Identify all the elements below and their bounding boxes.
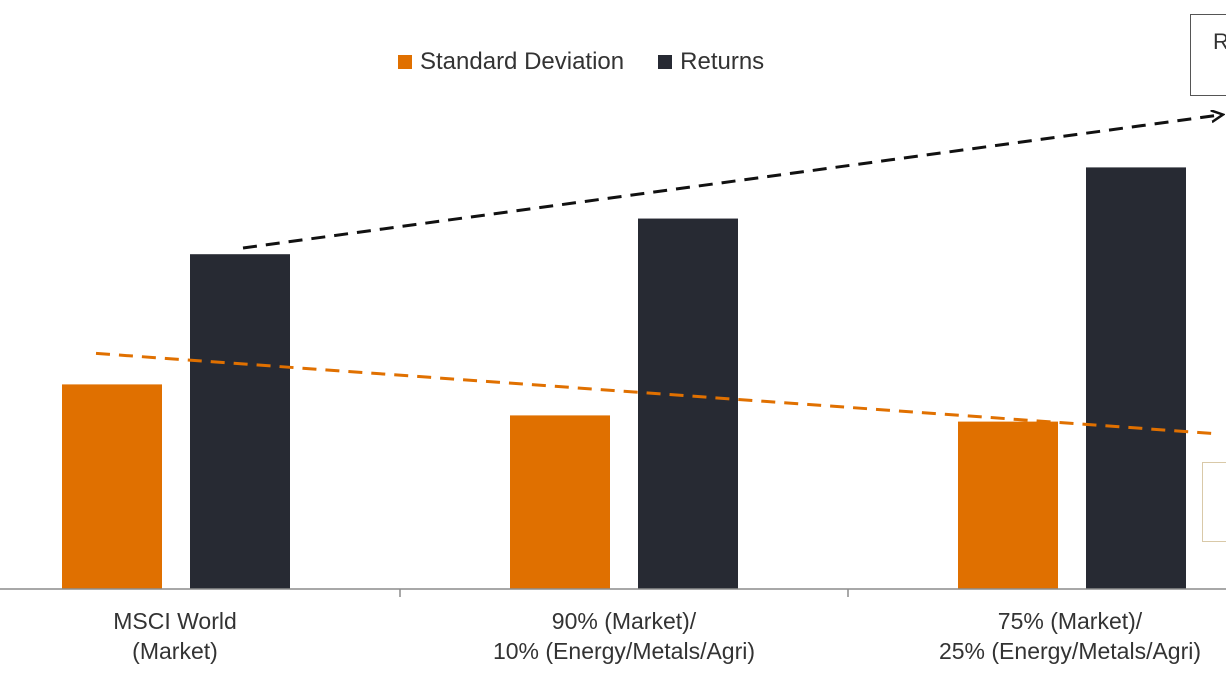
callout-box-bottom (1202, 462, 1226, 542)
bar-standard-deviation-2 (958, 421, 1058, 589)
legend-item-standard-deviation: Standard Deviation (398, 48, 624, 76)
x-tick-label: 75% (Market)/ 25% (Energy/Metals/Agri) (939, 606, 1201, 666)
legend-swatch-returns (658, 55, 673, 69)
legend: Standard Deviation Returns (398, 48, 764, 76)
legend-swatch-standard-deviation (398, 55, 412, 69)
x-tick-label-line: 75% (Market)/ (997, 608, 1143, 634)
bar-returns-1 (638, 218, 738, 590)
callout-text: R (1213, 29, 1226, 54)
bar-returns-2 (1086, 167, 1186, 589)
x-tick-label-line: 10% (Energy/Metals/Agri) (492, 638, 756, 664)
x-tick-label: MSCI World (Market) (113, 606, 237, 666)
x-tick-label: 90% (Market)/ 10% (Energy/Metals/Agri) (493, 606, 755, 666)
legend-item-returns: Returns (658, 48, 764, 76)
bar-returns-0 (190, 254, 290, 589)
legend-label-returns: Returns (680, 48, 765, 75)
x-tick-label-line: 25% (Energy/Metals/Agri) (938, 638, 1202, 664)
x-tick-label-line: 90% (Market)/ (551, 608, 697, 634)
x-tick-label-line: (Market) (132, 638, 218, 664)
legend-label-standard-deviation: Standard Deviation (420, 48, 625, 75)
trendline-returns (242, 115, 1222, 250)
x-tick-label-line: MSCI World (113, 608, 237, 634)
bar-standard-deviation-1 (510, 415, 610, 589)
callout-box-top: R (1190, 14, 1226, 96)
bar-standard-deviation-0 (62, 384, 162, 589)
trendline-standard-deviation (95, 351, 1221, 436)
